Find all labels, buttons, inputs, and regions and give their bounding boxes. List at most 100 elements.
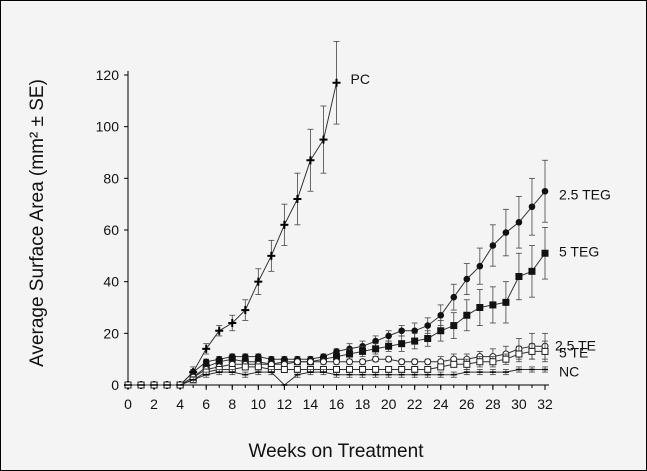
data-point (228, 319, 237, 327)
data-point (437, 363, 445, 371)
data-point (411, 358, 419, 366)
x-tick-label: 12 (277, 396, 293, 412)
y-tick-label: 60 (103, 222, 119, 238)
data-point (372, 337, 379, 345)
data-point (541, 249, 549, 257)
series-5-te: 5 TE (124, 340, 588, 389)
x-tick-label: 6 (202, 396, 210, 412)
x-axis-title: Weeks on Treatment (249, 441, 425, 462)
data-point (333, 348, 340, 355)
x-tick-label: 30 (511, 396, 527, 412)
data-point (424, 358, 432, 366)
data-point (319, 358, 327, 366)
data-point (424, 335, 432, 342)
data-point (241, 363, 249, 371)
data-point (450, 322, 458, 330)
data-point (333, 366, 340, 373)
data-point (293, 358, 301, 366)
data-point (359, 366, 367, 373)
x-tick-label: 16 (329, 396, 345, 412)
data-point (215, 326, 224, 335)
data-point (424, 366, 432, 373)
data-point (528, 267, 536, 275)
x-tick-label: 20 (381, 396, 397, 412)
data-point (450, 293, 458, 301)
data-point (463, 275, 471, 283)
y-tick-label: 0 (111, 377, 119, 393)
x-tick-label: 8 (228, 396, 236, 412)
data-point (202, 344, 211, 353)
data-point (476, 262, 484, 270)
data-point (372, 366, 380, 373)
data-point (450, 360, 458, 368)
data-point (424, 322, 432, 329)
series-nc: NC (125, 364, 579, 386)
x-tick-label: 32 (537, 396, 553, 412)
data-point (398, 358, 406, 366)
series-label-pc: PC (351, 71, 370, 87)
data-point (541, 347, 549, 355)
data-point (489, 242, 497, 249)
data-point (359, 347, 367, 355)
x-tick-label: 10 (251, 396, 267, 412)
data-point (502, 298, 510, 306)
data-point (268, 355, 275, 363)
data-point (346, 350, 354, 358)
data-point (398, 327, 405, 335)
data-point (228, 355, 236, 363)
data-point (411, 327, 418, 335)
data-point (515, 273, 523, 280)
data-point (411, 337, 419, 345)
data-point (346, 358, 354, 366)
data-point (319, 135, 328, 144)
series-layer: PC 2.5 TEG 5 TEG 2.5 TE5 TE NC (124, 41, 611, 389)
y-tick-label: 20 (103, 325, 119, 341)
data-point (476, 358, 484, 366)
x-tick-label: 24 (433, 396, 449, 412)
data-point (280, 366, 288, 373)
data-point (476, 304, 484, 311)
y-tick-label: 120 (96, 67, 120, 83)
x-tick-label: 0 (124, 396, 132, 412)
series-label-5-teg: 5 TEG (559, 243, 599, 259)
series-label-2-5-te: 2.5 TE (555, 337, 596, 353)
data-point (346, 366, 354, 373)
data-point (437, 311, 445, 319)
data-point (528, 203, 536, 211)
series-label-5-te: 5 TE (559, 344, 588, 360)
x-tick-label: 28 (485, 396, 501, 412)
data-point (398, 340, 406, 348)
data-point (255, 353, 262, 360)
data-point (254, 363, 262, 371)
data-point (385, 355, 393, 363)
data-point (293, 366, 301, 373)
data-point (385, 332, 392, 340)
data-point (411, 366, 419, 373)
series-label-2-5-teg: 2.5 TEG (559, 186, 611, 202)
y-axis-title: Average Surface Area (mm² ± SE) (27, 79, 48, 367)
data-point (463, 360, 471, 368)
data-point (437, 327, 445, 335)
data-point (202, 358, 210, 366)
data-point (385, 342, 393, 350)
data-point (306, 156, 315, 165)
x-tick-label: 18 (355, 396, 371, 412)
x-tick-label: 22 (407, 396, 423, 412)
y-tick-label: 40 (103, 274, 119, 290)
data-point (254, 277, 263, 286)
data-point (332, 78, 341, 87)
data-point (241, 306, 250, 315)
data-point (541, 187, 549, 195)
x-tick-label: 4 (176, 396, 184, 412)
data-point (372, 345, 380, 353)
series-label-nc: NC (559, 364, 579, 380)
series-line (128, 82, 337, 386)
data-point (333, 353, 340, 361)
data-point (189, 368, 197, 376)
data-point (502, 355, 510, 363)
data-point (398, 366, 406, 373)
data-point (515, 218, 523, 226)
data-point (280, 220, 289, 229)
